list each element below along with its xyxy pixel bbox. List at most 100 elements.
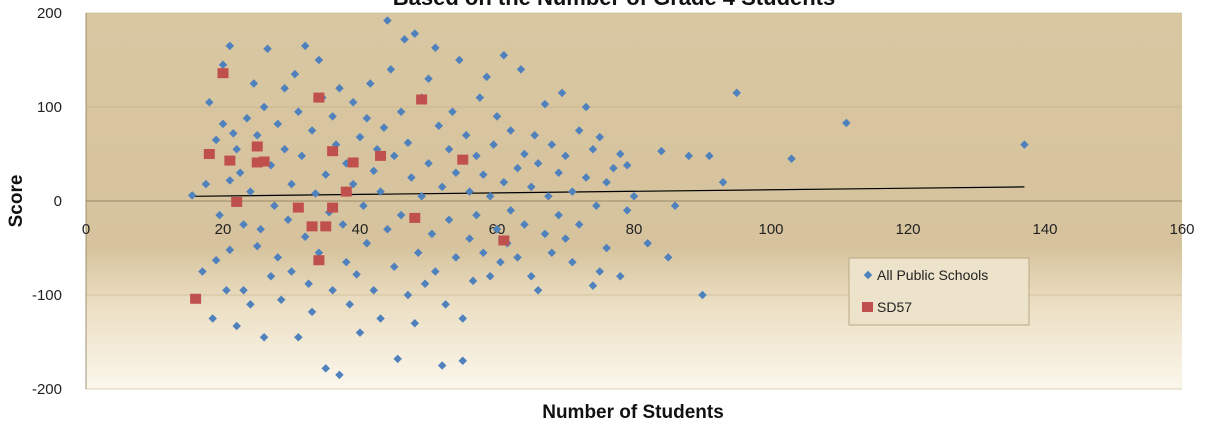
data-point-all-public-schools	[465, 187, 474, 196]
data-point-all-public-schools	[485, 192, 495, 201]
data-point-sd57	[313, 255, 325, 266]
data-point-all-public-schools	[455, 55, 464, 65]
data-point-all-public-schools	[352, 270, 361, 279]
data-point-all-public-schools	[383, 224, 392, 234]
data-point-all-public-schools	[239, 286, 248, 295]
data-point-all-public-schools	[263, 44, 272, 53]
data-point-all-public-schools	[211, 135, 221, 145]
data-point-sd57	[313, 92, 325, 103]
data-point-all-public-schools	[396, 210, 406, 220]
data-point-all-public-schools	[215, 210, 224, 220]
legend-marker-all-public-schools	[863, 270, 873, 280]
data-point-all-public-schools	[225, 176, 235, 185]
data-point-sd57	[203, 149, 215, 159]
data-point-all-public-schools	[489, 140, 498, 149]
data-point-all-public-schools	[205, 98, 214, 107]
data-point-all-public-schools	[294, 333, 303, 342]
data-point-all-public-schools	[335, 370, 344, 380]
data-point-all-public-schools	[533, 286, 543, 295]
data-point-all-public-schools	[259, 333, 269, 342]
data-point-all-public-schools	[386, 65, 396, 74]
data-point-all-public-schools	[345, 300, 354, 309]
chart-title: Based on the Number of Grade 4 Students	[393, 0, 836, 10]
data-point-all-public-schools	[427, 229, 437, 239]
data-point-sd57	[416, 94, 428, 105]
data-point-all-public-schools	[362, 239, 372, 248]
data-point-all-public-schools	[393, 354, 402, 364]
data-point-all-public-schools	[437, 182, 447, 192]
data-point-all-public-schools	[376, 187, 385, 196]
y-tick-label: 100	[37, 99, 62, 116]
data-point-sd57	[258, 156, 270, 167]
data-point-all-public-schools	[276, 295, 286, 304]
y-tick-label: -200	[32, 381, 62, 398]
data-point-sd57	[409, 212, 421, 223]
data-point-all-public-schools	[698, 290, 707, 300]
data-point-all-public-schools	[273, 119, 283, 129]
data-point-all-public-schools	[287, 179, 296, 189]
data-point-all-public-schools	[472, 210, 481, 220]
trend-line-path	[192, 186, 1025, 197]
data-point-all-public-schools	[383, 16, 392, 25]
data-point-all-public-schools	[424, 159, 433, 168]
x-tick-label: 0	[82, 221, 90, 238]
data-point-sd57	[327, 202, 339, 213]
legend-label-all-public-schools: All Public Schools	[877, 267, 988, 283]
data-point-all-public-schools	[201, 179, 211, 189]
data-point-all-public-schools	[259, 102, 269, 112]
data-point-all-public-schools	[222, 286, 231, 295]
data-point-all-public-schools	[198, 267, 207, 276]
data-point-sd57	[217, 68, 229, 79]
data-point-all-public-schools	[232, 321, 241, 331]
data-point-sd57	[190, 293, 202, 304]
data-point-all-public-schools	[294, 107, 303, 116]
data-point-sd57	[457, 154, 469, 165]
data-point-all-public-schools	[270, 201, 279, 210]
data-point-all-public-schools	[379, 123, 389, 132]
data-point-all-public-schools	[465, 234, 474, 243]
data-point-all-public-schools	[444, 145, 454, 154]
y-tick-label: 200	[37, 5, 62, 22]
y-tick-label: -100	[32, 287, 62, 304]
data-point-all-public-schools	[359, 201, 368, 210]
data-point-all-public-schools	[479, 170, 488, 179]
data-point-all-public-schools	[448, 107, 457, 116]
x-tick-label: 100	[758, 221, 783, 238]
data-point-all-public-schools	[242, 114, 252, 123]
x-tick-label: 40	[352, 221, 369, 238]
data-point-sd57	[251, 157, 263, 168]
data-point-all-public-schools	[461, 130, 471, 140]
data-point-all-public-schools	[335, 83, 344, 93]
data-point-all-public-schools	[338, 220, 348, 229]
data-point-all-public-schools	[348, 98, 358, 107]
data-point-all-public-schools	[328, 286, 337, 295]
data-point-all-public-schools	[400, 35, 409, 44]
data-point-all-public-schools	[499, 177, 509, 187]
data-point-sd57	[292, 202, 304, 213]
data-point-all-public-schools	[246, 187, 255, 196]
data-point-all-public-schools	[417, 192, 426, 201]
data-point-all-public-schools	[280, 83, 289, 93]
data-point-all-public-schools	[225, 41, 235, 51]
data-point-all-public-schools	[376, 314, 385, 323]
legend: All Public Schools SD57	[848, 257, 1030, 326]
gridlines	[85, 12, 1182, 390]
data-point-all-public-schools	[348, 179, 358, 189]
data-point-all-public-schools	[485, 271, 495, 281]
data-point-all-public-schools	[369, 286, 378, 295]
y-axis-label: Score	[6, 175, 27, 228]
data-point-all-public-schools	[437, 361, 447, 370]
data-point-all-public-schools	[283, 215, 293, 225]
data-point-all-public-schools	[451, 253, 461, 262]
data-point-sd57	[375, 150, 387, 161]
legend-label-sd57: SD57	[877, 299, 912, 315]
data-point-all-public-schools	[396, 107, 406, 116]
x-tick-label: 20	[215, 221, 232, 238]
data-point-all-public-schools	[410, 318, 420, 328]
data-point-sd57	[251, 141, 263, 152]
data-point-all-public-schools	[229, 129, 238, 138]
data-point-all-public-schools	[413, 248, 423, 257]
data-point-all-public-schools	[311, 189, 320, 198]
data-point-all-public-schools	[390, 262, 399, 272]
y-tick-labels: -200 -100 0 100 200	[32, 5, 62, 398]
